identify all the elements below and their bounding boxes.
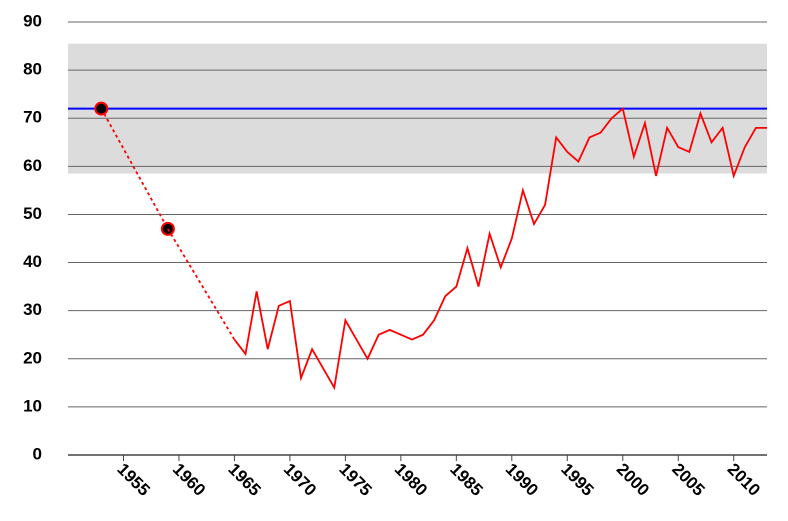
y-tick-label: 40	[23, 252, 42, 271]
y-tick-label: 80	[23, 60, 42, 79]
x-tick-label: 1980	[391, 460, 431, 500]
x-tick-label: 1975	[335, 460, 375, 500]
line	[100, 108, 169, 230]
x-tick-label: 2005	[668, 460, 708, 500]
y-tick-label: 30	[23, 300, 42, 319]
x-tick-label: 1990	[502, 460, 542, 500]
x-tick-label: 2010	[724, 460, 764, 500]
y-tick-label: 60	[23, 156, 42, 175]
x-tick-label: 1995	[557, 460, 597, 500]
y-tick-label: 70	[23, 108, 42, 127]
x-tick-label: 1955	[113, 460, 153, 500]
y-tick-label: 20	[23, 348, 42, 367]
y-tick-label: 90	[23, 11, 42, 30]
y-tick-label: 0	[33, 444, 42, 463]
y-tick-label: 50	[23, 204, 42, 223]
x-tick-label: 1970	[280, 460, 320, 500]
y-tick-label: 10	[23, 396, 42, 415]
line	[233, 106, 767, 391]
x-tick-label: 2000	[613, 460, 653, 500]
x-tick-label: 1960	[169, 460, 209, 500]
marker	[94, 101, 109, 116]
line	[167, 228, 236, 340]
x-tick-label: 1985	[446, 460, 486, 500]
x-tick-label: 1965	[224, 460, 264, 500]
